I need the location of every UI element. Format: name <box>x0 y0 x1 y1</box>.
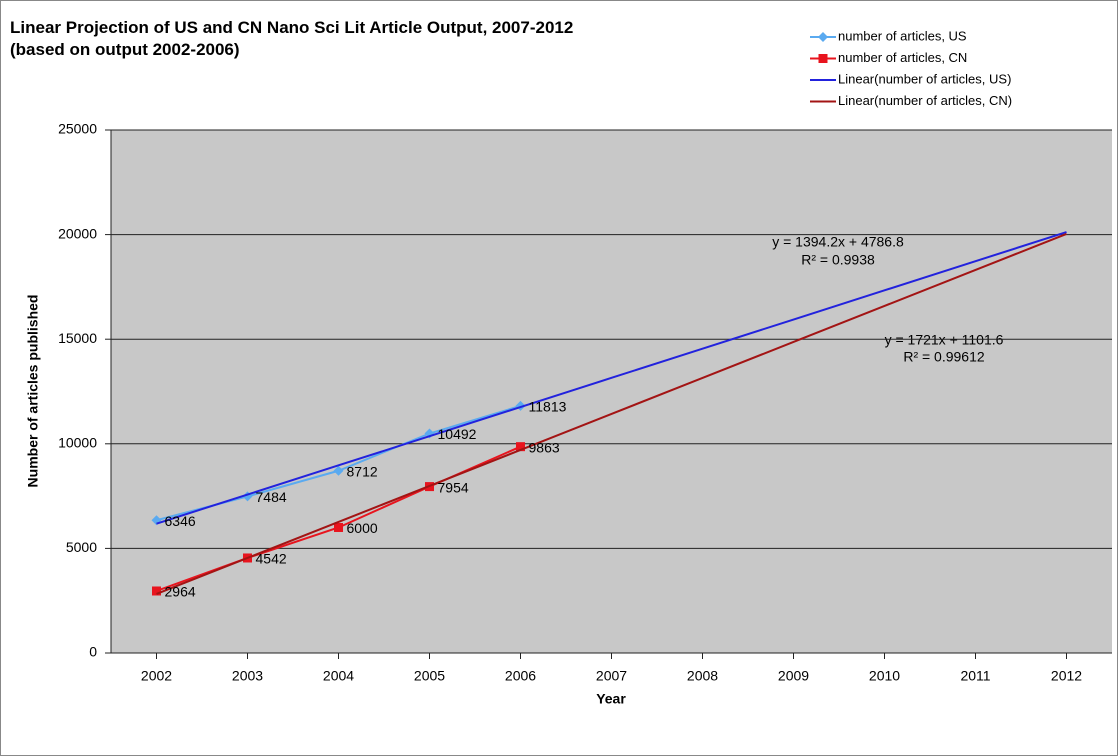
trend-equation: y = 1721x + 1101.6 <box>885 332 1004 348</box>
trend-r-squared: R² = 0.99612 <box>903 349 985 365</box>
trend-equation: y = 1394.2x + 4786.8 <box>772 234 904 250</box>
x-axis-title: Year <box>596 691 626 707</box>
y-tick-label: 0 <box>89 644 97 660</box>
y-tick-label: 5000 <box>66 539 97 555</box>
data-label: 10492 <box>438 426 477 442</box>
x-tick-label: 2009 <box>778 668 809 684</box>
x-tick-label: 2002 <box>141 668 172 684</box>
point-marker <box>818 32 828 42</box>
legend-label: number of articles, US <box>838 28 967 43</box>
legend-label: number of articles, CN <box>838 50 967 65</box>
legend: number of articles, US number of articles… <box>810 28 1012 108</box>
x-tick-label: 2011 <box>960 668 990 684</box>
x-tick-label: 2005 <box>414 668 445 684</box>
point-marker <box>334 522 343 532</box>
point-marker <box>333 465 344 476</box>
series-line <box>156 232 1067 595</box>
y-tick-label: 15000 <box>58 330 97 346</box>
plot-area <box>111 130 1112 653</box>
x-tick-label: 2012 <box>1051 668 1082 684</box>
series-line <box>156 231 1067 525</box>
data-label: 6346 <box>165 513 196 529</box>
point-marker <box>818 54 828 63</box>
x-tick-label: 2008 <box>687 668 718 684</box>
x-tick-label: 2004 <box>323 668 354 684</box>
data-label: 9863 <box>529 439 560 455</box>
y-tick-label: 20000 <box>58 225 97 241</box>
chart-subtitle: (based on output 2002-2006) <box>10 40 240 59</box>
y-tick-label: 10000 <box>58 435 97 451</box>
data-label: 7484 <box>256 489 287 505</box>
data-label: 2964 <box>165 584 196 600</box>
data-label: 7954 <box>438 479 469 495</box>
chart-title: Linear Projection of US and CN Nano Sci … <box>10 18 573 37</box>
data-label: 8712 <box>347 463 378 479</box>
legend-label: Linear(number of articles, CN) <box>838 93 1012 108</box>
x-tick-label: 2006 <box>505 668 536 684</box>
data-label: 6000 <box>347 520 378 536</box>
y-axis-title: Number of articles published <box>25 295 41 488</box>
x-tick-label: 2003 <box>232 668 263 684</box>
legend-label: Linear(number of articles, US) <box>838 71 1011 86</box>
trend-r-squared: R² = 0.9938 <box>801 252 875 268</box>
y-tick-label: 25000 <box>58 121 97 137</box>
data-label: 11813 <box>529 399 567 415</box>
x-tick-label: 2010 <box>869 668 900 684</box>
x-tick-label: 2007 <box>596 668 627 684</box>
point-marker <box>152 586 161 596</box>
data-label: 4542 <box>256 551 287 567</box>
point-marker <box>516 442 525 452</box>
